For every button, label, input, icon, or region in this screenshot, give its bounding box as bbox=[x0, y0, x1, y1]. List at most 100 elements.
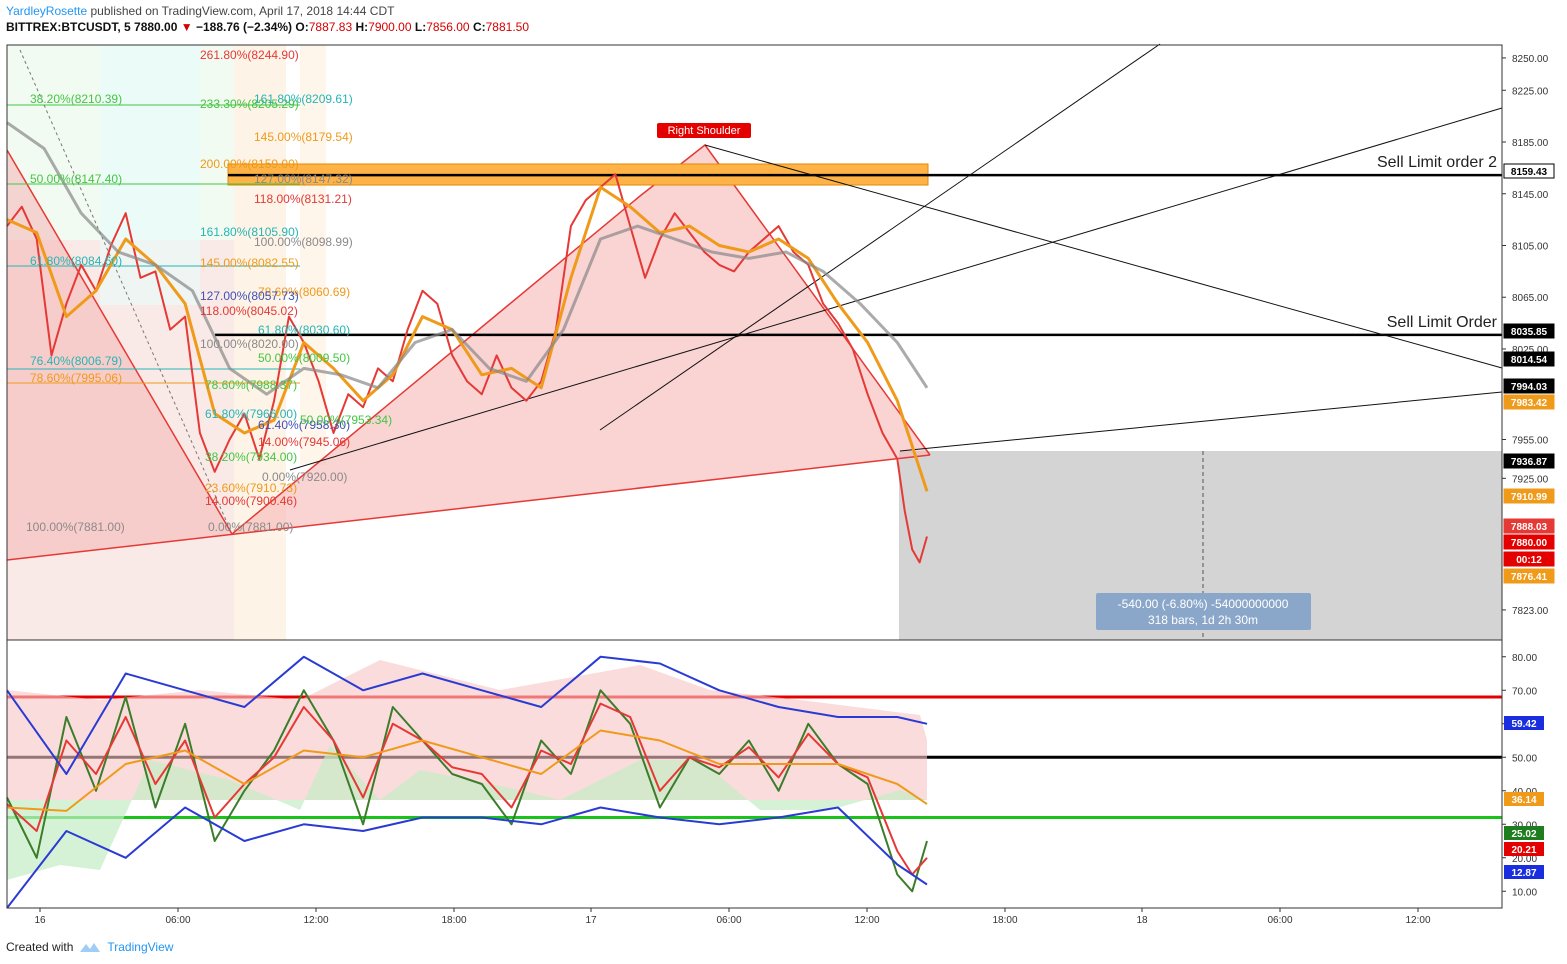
price-series-line bbox=[6, 173, 928, 564]
fib-labels: 261.80%(8244.90) 38.20%(8210.39) 233.30%(8… bbox=[26, 48, 392, 534]
osc-tag-label: 59.42 bbox=[1511, 719, 1536, 730]
price-change: −188.76 (−2.34%) bbox=[195, 20, 293, 34]
open-value: 7887.83 bbox=[308, 20, 353, 34]
fib-label: 145.00%(8082.55) bbox=[200, 256, 299, 270]
fib-label: 50.00%(7953.34) bbox=[300, 413, 392, 427]
x-tick-label: 16 bbox=[34, 915, 46, 926]
tradingview-link[interactable]: TradingView bbox=[107, 940, 174, 954]
fib-label: 261.80%(8244.90) bbox=[200, 48, 299, 62]
price-tag-label: 8035.85 bbox=[1511, 327, 1548, 338]
fib-label: 78.60%(8060.69) bbox=[258, 285, 350, 299]
down-arrow-icon: ▼ bbox=[180, 20, 193, 34]
price-series-line bbox=[6, 185, 929, 492]
fib-label: 127.00%(8147.32) bbox=[254, 172, 353, 186]
measure-tooltip bbox=[1096, 593, 1311, 630]
x-tick-label: 06:00 bbox=[716, 915, 741, 926]
fib-label: 127.00%(8057.73) bbox=[200, 289, 299, 303]
axes: 8250.00 8225.00 8185.00 8145.00 8105.00 8065.… bbox=[6, 44, 1549, 926]
price-tags: 8159.43 8035.85 8014.54 7994.03 7983.42 7936.… bbox=[1503, 163, 1555, 879]
fib-label: 61.80%(8030.60) bbox=[258, 323, 350, 337]
fib-label: 61.80%(7966.00) bbox=[205, 407, 297, 421]
fib-label: 233.30%(8205.29) bbox=[200, 97, 299, 111]
price-tag-label: 7888.03 bbox=[1511, 522, 1548, 533]
x-tick-label: 06:00 bbox=[165, 915, 190, 926]
price-tag bbox=[1503, 568, 1555, 584]
osc-y-tick-label: 20.00 bbox=[1512, 854, 1537, 865]
fib-label: 145.00%(8179.54) bbox=[254, 130, 353, 144]
osc-series-line bbox=[6, 806, 928, 909]
price-tag-label: 7994.03 bbox=[1511, 382, 1548, 393]
price-tag bbox=[1503, 518, 1555, 534]
osc-y-tick-label: 70.00 bbox=[1512, 686, 1537, 697]
low-value: 7856.00 bbox=[426, 20, 470, 34]
osc-y-tick-label: 10.00 bbox=[1512, 887, 1537, 898]
sell-limit-label: Sell Limit Order bbox=[1387, 314, 1498, 331]
y-tick-label: 8185.00 bbox=[1512, 138, 1549, 149]
fib-label: 23.60%(7910.73) bbox=[205, 481, 297, 495]
price-tag-label: 8159.43 bbox=[1511, 167, 1548, 178]
fib-label: 14.00%(7900.46) bbox=[205, 494, 297, 508]
author-link[interactable]: YardleyRosette bbox=[6, 4, 88, 18]
fib-label: 161.80%(8209.61) bbox=[254, 92, 353, 106]
measure-line2: 318 bars, 1d 2h 30m bbox=[1148, 613, 1258, 627]
y-tick-label: 8225.00 bbox=[1512, 86, 1549, 97]
fib-label: 200.00%(8159.00) bbox=[200, 157, 299, 171]
osc-y-tick-label: 30.00 bbox=[1512, 820, 1537, 831]
fib-label: 38.20%(8210.39) bbox=[30, 92, 122, 106]
trendlines bbox=[19, 43, 1503, 640]
fib-label: 61.40%(7958.30) bbox=[258, 418, 350, 432]
fib-label: 50.00%(8009.50) bbox=[258, 351, 350, 365]
close-value: 7881.50 bbox=[485, 20, 530, 34]
right-shoulder-label: Right Shoulder bbox=[668, 125, 741, 137]
osc-tag-label: 36.14 bbox=[1511, 795, 1536, 806]
price-tag bbox=[1503, 551, 1555, 567]
osc-series-line bbox=[6, 655, 928, 775]
osc-y-tick-label: 50.00 bbox=[1512, 753, 1537, 764]
price-tag bbox=[1503, 323, 1555, 339]
fib-label: 100.00%(8020.00) bbox=[200, 337, 299, 351]
y-tick-label: 7955.00 bbox=[1512, 436, 1549, 447]
tradingview-logo-icon bbox=[80, 943, 101, 952]
price-tag-label: 7910.99 bbox=[1511, 492, 1548, 503]
price-tag bbox=[1503, 394, 1555, 410]
oscillator-lines bbox=[6, 655, 928, 909]
price-series-line bbox=[6, 121, 929, 396]
y-tick-label: 8105.00 bbox=[1512, 241, 1549, 252]
osc-tag-label: 25.02 bbox=[1511, 829, 1536, 840]
created-with-label: Created with bbox=[6, 940, 74, 954]
osc-series-line bbox=[6, 689, 928, 893]
x-tick-label: 18:00 bbox=[441, 915, 466, 926]
fib-label: 118.00%(8045.02) bbox=[200, 304, 298, 318]
published-text: published on TradingView.com, April 17, … bbox=[90, 4, 395, 18]
x-tick-label: 12:00 bbox=[854, 915, 879, 926]
fib-label: 78.60%(7995.06) bbox=[30, 371, 122, 385]
fib-label: 161.80%(8105.90) bbox=[200, 225, 299, 239]
price-tag bbox=[1503, 453, 1555, 469]
oscillator-pane bbox=[7, 660, 927, 880]
price-tag-label: 7880.00 bbox=[1511, 538, 1548, 549]
fib-label: 0.00%(7920.00) bbox=[262, 470, 347, 484]
y-tick-label: 8250.00 bbox=[1512, 54, 1549, 65]
fib-label: 76.40%(8006.79) bbox=[30, 354, 122, 368]
high-label: H: bbox=[355, 20, 369, 34]
fib-label: 100.00%(7881.00) bbox=[26, 520, 125, 534]
price-tag-label: 7936.87 bbox=[1511, 457, 1548, 468]
osc-tag bbox=[1504, 865, 1544, 879]
osc-tag-label: 20.21 bbox=[1511, 845, 1536, 856]
fib-label: 118.00%(8131.21) bbox=[254, 192, 352, 206]
fib-label: 0.00%(7881.00) bbox=[208, 520, 293, 534]
price-tag bbox=[1503, 351, 1555, 367]
osc-y-tick-label: 80.00 bbox=[1512, 653, 1537, 664]
x-tick-label: 06:00 bbox=[1267, 915, 1292, 926]
fib-label: 100.00%(8098.99) bbox=[254, 235, 353, 249]
x-tick-label: 12:00 bbox=[303, 915, 328, 926]
high-value: 7900.00 bbox=[368, 20, 412, 34]
plot-frame bbox=[6, 44, 1503, 909]
footer: Created with TradingView bbox=[6, 937, 173, 957]
fib-label: 14.00%(7945.06) bbox=[258, 435, 350, 449]
y-tick-label: 8145.00 bbox=[1512, 190, 1549, 201]
fib-label: 78.60%(7988.37) bbox=[205, 378, 297, 392]
y-tick-label: 8025.00 bbox=[1512, 345, 1549, 356]
close-label: C: bbox=[472, 20, 486, 34]
